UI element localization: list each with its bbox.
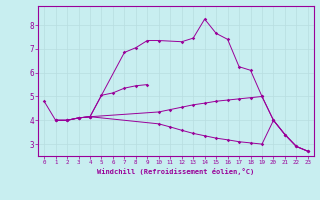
X-axis label: Windchill (Refroidissement éolien,°C): Windchill (Refroidissement éolien,°C)	[97, 168, 255, 175]
